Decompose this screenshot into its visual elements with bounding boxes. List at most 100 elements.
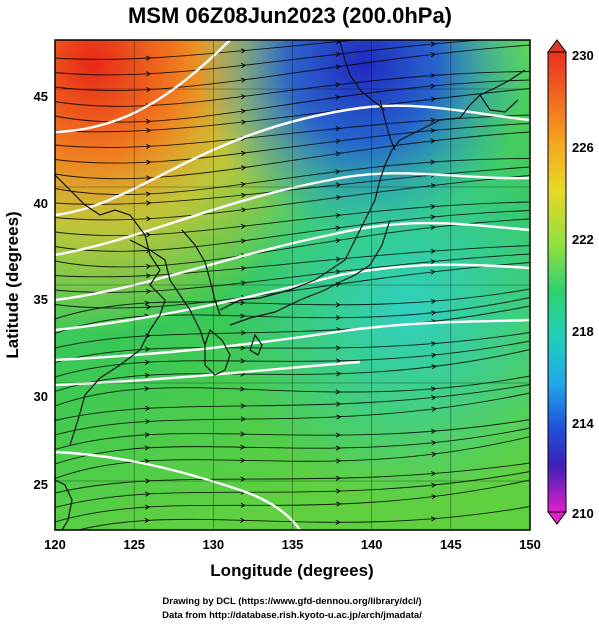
colorbar-tick-label: 226 xyxy=(572,140,594,155)
streamline-arrow xyxy=(335,126,341,132)
streamline-arrow xyxy=(430,128,436,134)
chart-title: MSM 06Z08Jun2023 (200.0hPa) xyxy=(128,3,452,28)
x-tick-label: 120 xyxy=(44,537,66,552)
colorbar-gradient xyxy=(547,51,567,513)
streamline-arrow xyxy=(144,432,150,438)
streamline-arrow xyxy=(240,192,247,198)
streamline-arrow xyxy=(145,418,151,425)
streamline-arrow xyxy=(430,41,436,47)
streamline-arrow xyxy=(430,259,436,265)
streamline-arrow xyxy=(335,151,341,157)
streamline-arrow xyxy=(335,315,341,321)
streamline-arrow xyxy=(144,504,151,510)
streamline-arrow xyxy=(335,519,341,525)
map-plot-area xyxy=(55,32,530,530)
streamline-arrow xyxy=(335,182,342,188)
plot-frame xyxy=(54,39,531,531)
streamline-arrow xyxy=(240,502,246,508)
streamline-arrow xyxy=(431,310,437,316)
streamline-arrow xyxy=(146,87,152,93)
streamlines xyxy=(55,32,530,530)
streamline-arrow xyxy=(431,352,437,358)
colorbar-tick-label: 222 xyxy=(572,232,594,247)
streamline-arrow xyxy=(144,445,150,451)
streamline-arrow xyxy=(241,207,247,213)
streamline-arrow xyxy=(241,165,247,171)
streamline-arrow xyxy=(144,372,150,378)
streamline xyxy=(55,123,530,164)
streamline-arrow xyxy=(431,494,437,500)
streamline-arrow xyxy=(240,238,247,244)
streamline-arrow xyxy=(144,386,150,392)
streamline xyxy=(55,384,530,421)
x-tick-label: 125 xyxy=(123,537,145,552)
streamline-arrow xyxy=(240,94,246,100)
streamline-arrow xyxy=(240,150,247,156)
x-tick-label: 145 xyxy=(440,537,462,552)
streamline-arrow xyxy=(431,364,437,370)
streamline xyxy=(55,349,530,392)
streamline-arrow xyxy=(146,200,152,206)
streamline-arrow xyxy=(241,119,247,125)
streamline-arrow xyxy=(145,143,152,150)
y-tick-label: 45 xyxy=(34,89,48,104)
streamline xyxy=(55,245,530,278)
colorbar-tick-label: 210 xyxy=(572,506,594,521)
streamline-arrow xyxy=(240,431,246,437)
streamline-arrow xyxy=(145,273,152,279)
streamline-arrow xyxy=(240,300,246,306)
streamline-arrow xyxy=(146,216,152,222)
streamline xyxy=(55,40,486,76)
streamline-arrow xyxy=(430,117,436,123)
streamline-arrow xyxy=(240,457,246,463)
streamline-arrow xyxy=(146,127,152,134)
streamline-arrow xyxy=(240,223,247,229)
streamline-arrow xyxy=(431,440,437,446)
streamline-arrow xyxy=(240,48,247,54)
streamline-arrow xyxy=(240,403,246,409)
streamline-arrow xyxy=(431,482,437,488)
streamline-arrow xyxy=(335,138,341,144)
colorbar-top-arrow xyxy=(547,39,567,53)
streamline-arrow xyxy=(335,64,342,70)
y-axis-label: Latitude (degrees) xyxy=(3,211,22,358)
streamline xyxy=(55,479,530,523)
streamline-arrow xyxy=(335,212,341,219)
streamline xyxy=(55,44,530,91)
streamline xyxy=(55,436,530,479)
streamline-arrow xyxy=(146,288,152,294)
streamline-arrow xyxy=(241,77,247,83)
credit-line-1: Drawing by DCL (https://www.gfd-dennou.o… xyxy=(162,596,421,607)
streamline xyxy=(55,462,530,494)
streamline-arrow xyxy=(336,458,342,464)
streamline-arrow xyxy=(335,94,341,100)
streamline-arrow xyxy=(430,386,437,392)
streamline-arrow xyxy=(431,451,437,457)
streamline-arrow xyxy=(336,371,342,377)
streamline-arrow xyxy=(430,73,436,79)
streamline-arrow xyxy=(144,517,150,524)
streamline xyxy=(55,332,530,363)
streamline xyxy=(55,375,530,407)
streamline-arrow xyxy=(430,83,436,89)
x-axis: 120 125 130 135 140 145 150 xyxy=(44,537,541,552)
x-axis-label: Longitude (degrees) xyxy=(210,561,373,580)
streamline-arrow xyxy=(146,175,152,181)
streamline-arrow xyxy=(335,345,341,351)
streamline-arrow xyxy=(430,248,436,254)
streamline xyxy=(55,392,530,436)
y-tick-label: 25 xyxy=(34,477,48,492)
isotherm-contours xyxy=(55,40,530,530)
streamline-arrow xyxy=(431,32,435,36)
streamline-arrow xyxy=(240,313,246,319)
streamline-arrow xyxy=(240,358,246,364)
x-tick-label: 140 xyxy=(361,537,383,552)
y-axis: 25 30 35 40 45 xyxy=(34,89,48,492)
colorbar-bottom-arrow xyxy=(547,511,567,525)
streamline-arrow xyxy=(145,118,152,125)
x-tick-label: 130 xyxy=(202,537,224,552)
streamline-arrow xyxy=(240,330,247,336)
streamline xyxy=(55,288,530,320)
streamline-arrow xyxy=(430,96,437,102)
streamline-arrow xyxy=(146,71,152,77)
